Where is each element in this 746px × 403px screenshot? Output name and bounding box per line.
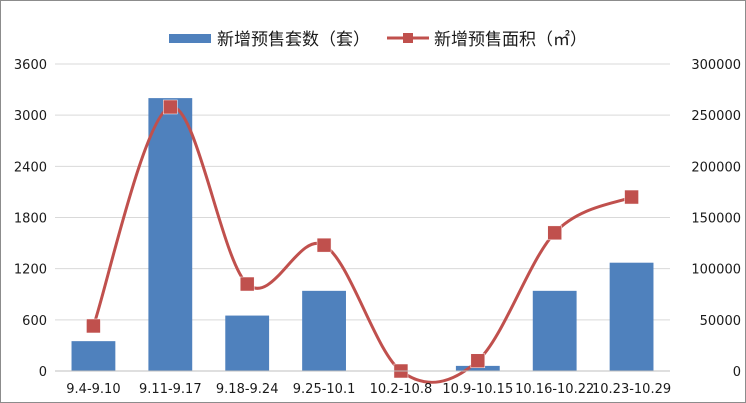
x-axis-ticks: 9.4-9.10 9.11-9.17 9.18-9.24 9.25-10.1 10.2-… (66, 382, 671, 397)
bar (609, 262, 654, 371)
left-tick-label: 1800 (14, 212, 47, 227)
left-tick-label: 0 (39, 365, 47, 380)
left-axis-ticks: 0 600 1200 1800 2400 3000 3600 (14, 58, 47, 380)
x-tick-label: 10.16-10.22 (515, 382, 594, 397)
right-tick-label: 300000 (691, 58, 741, 73)
x-tick-label: 10.9-10.15 (442, 382, 513, 397)
bar (71, 341, 116, 371)
bar (455, 365, 500, 371)
right-tick-label: 200000 (691, 160, 741, 175)
x-tick-label: 9.18-9.24 (216, 382, 279, 397)
line-markers (86, 99, 639, 379)
bar (225, 315, 270, 371)
left-tick-label: 2400 (14, 160, 47, 175)
x-tick-label: 10.2-10.8 (370, 382, 433, 397)
left-tick-label: 3000 (14, 109, 47, 124)
line-marker (547, 225, 562, 241)
legend: 新增预售套数（套） 新增预售面积（㎡） (169, 30, 587, 50)
bar (532, 290, 577, 371)
gridlines (55, 63, 670, 321)
right-tick-label: 50000 (700, 314, 741, 329)
line-marker (316, 237, 332, 253)
left-tick-label: 1200 (14, 263, 47, 278)
x-tick-label: 9.4-9.10 (66, 382, 120, 397)
line-marker (239, 276, 255, 292)
left-tick-label: 3600 (14, 58, 47, 73)
bar (148, 98, 193, 371)
legend-bar-swatch (169, 34, 211, 43)
line-marker (624, 189, 639, 205)
x-tick-label: 9.11-9.17 (139, 382, 202, 397)
right-tick-label: 150000 (691, 212, 741, 227)
bar (302, 290, 346, 371)
legend-line-marker (403, 33, 413, 43)
right-tick-label: 100000 (691, 263, 741, 278)
left-tick-label: 600 (22, 314, 47, 329)
legend-line-label: 新增预售面积（㎡） (434, 30, 587, 50)
x-tick-label: 9.25-10.1 (293, 382, 356, 397)
right-tick-label: 250000 (691, 109, 741, 124)
right-axis-ticks: 0 50000 100000 150000 200000 250000 300000 (691, 58, 741, 380)
line-marker (163, 99, 178, 115)
right-tick-label: 0 (733, 365, 741, 380)
line-marker (470, 353, 486, 369)
legend-bar-label: 新增预售套数（套） (217, 30, 370, 50)
line-marker (86, 318, 101, 334)
bar-series (71, 98, 654, 371)
x-tick-label: 10.23-10.29 (592, 382, 671, 397)
